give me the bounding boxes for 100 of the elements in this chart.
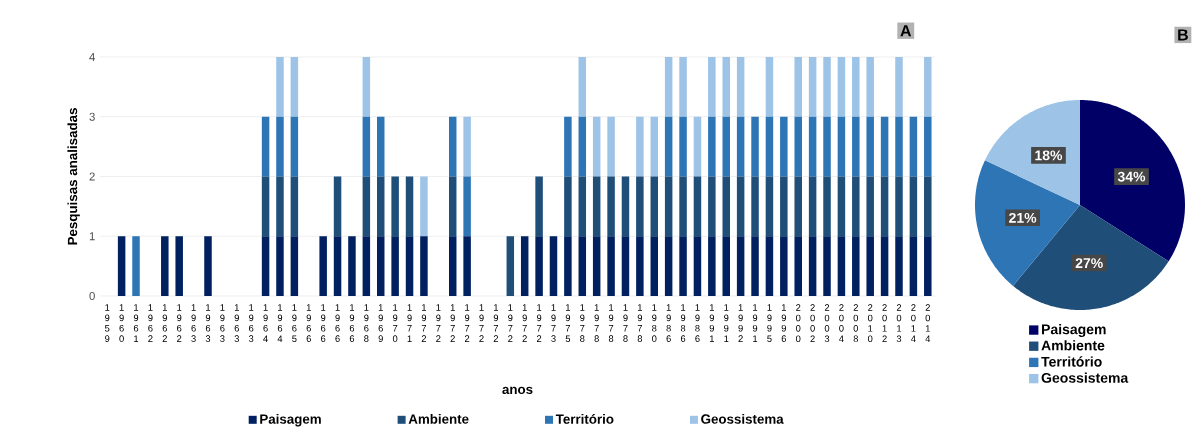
bar: [780, 236, 788, 296]
bar: [276, 176, 284, 237]
bar: [736, 236, 745, 296]
bar: [765, 57, 774, 117]
bar: [290, 57, 299, 117]
x-tick-label: 1978: [580, 304, 585, 342]
bar: [837, 236, 846, 296]
x-tick-label: 1964: [263, 304, 268, 342]
x-axis-title: anos: [502, 386, 533, 395]
bar: [866, 176, 874, 237]
bar: [852, 57, 860, 117]
bar: [895, 176, 903, 237]
bar: [607, 176, 615, 237]
bar: [348, 236, 356, 296]
bar: [722, 57, 730, 117]
x-tick-label: 1986: [680, 304, 686, 342]
x-tick-label: 1972: [493, 304, 499, 342]
bar: [276, 57, 284, 117]
x-tick-label: 1965: [292, 304, 297, 342]
bar: [376, 116, 385, 177]
bar: [650, 176, 659, 237]
bar: [362, 176, 371, 237]
x-tick-label: 1970: [392, 304, 398, 342]
y-tick-label: 4: [89, 53, 95, 61]
x-tick-label: 2014: [911, 304, 916, 342]
bar: [909, 176, 918, 237]
bar: [751, 176, 759, 237]
bar: [852, 176, 860, 237]
bar: [535, 176, 543, 237]
bar: [722, 236, 730, 296]
legend-label: Geossistema: [701, 413, 784, 424]
x-tick-label: 1972: [536, 304, 542, 342]
data-label: 27%: [1075, 258, 1103, 268]
x-tick-label: 1963: [248, 304, 254, 342]
bar: [808, 236, 817, 296]
bar: [751, 236, 759, 296]
bar: [391, 176, 399, 237]
y-tick-label: 1: [89, 232, 95, 241]
x-tick-label: 2008: [853, 304, 859, 343]
legend-label: Território: [1041, 356, 1102, 367]
x-tick-label: 2010: [867, 304, 873, 343]
bar: [837, 57, 846, 117]
bar: [895, 116, 903, 177]
data-label: 18%: [1035, 150, 1063, 161]
bar: [161, 236, 169, 296]
bar: [664, 116, 673, 177]
bar: [679, 236, 687, 296]
bar: [333, 176, 342, 237]
x-tick-label: 1959: [105, 304, 110, 342]
bar: [823, 176, 831, 237]
x-tick-label: 1968: [364, 304, 369, 342]
bar: [621, 236, 630, 296]
bar: [261, 236, 270, 296]
bar: [607, 236, 615, 296]
x-tick-label: 1996: [781, 304, 786, 342]
bar: [448, 116, 457, 177]
x-tick-label: 1972: [464, 304, 470, 342]
bar: [866, 116, 874, 177]
bar: [592, 176, 601, 237]
x-tick-label: 1972: [421, 304, 427, 342]
bar: [564, 176, 572, 237]
bar: [780, 116, 788, 177]
bar: [722, 176, 730, 237]
bar: [564, 116, 572, 177]
bar: [204, 236, 212, 296]
bar: [578, 236, 587, 296]
x-tick-label: 1963: [191, 304, 196, 342]
bar: [895, 236, 903, 296]
legend-label: Paisagem: [260, 413, 321, 427]
bar: [924, 116, 932, 177]
bar: [564, 236, 572, 296]
bar: [664, 236, 673, 296]
bar: [693, 176, 702, 237]
x-tick-label: 1961: [133, 304, 139, 342]
bar: [520, 236, 529, 296]
bar: [650, 116, 659, 177]
bar: [448, 176, 457, 237]
bar: [362, 57, 371, 117]
x-tick-label: 1991: [752, 304, 758, 342]
x-tick-label: 1978: [608, 304, 614, 342]
bar: [261, 116, 270, 177]
bar: [780, 176, 788, 237]
x-tick-label: 1966: [306, 304, 311, 342]
x-tick-label: 1966: [349, 304, 355, 342]
bar: [607, 116, 615, 177]
bar: [693, 116, 702, 177]
bar: [880, 116, 889, 177]
bar: [808, 57, 817, 117]
bar: [376, 236, 385, 296]
y-tick-label: 0: [89, 291, 95, 300]
bar: [420, 176, 428, 237]
x-tick-label: 1964: [277, 304, 283, 342]
x-tick-label: 1972: [479, 304, 484, 342]
x-tick-label: 1960: [119, 304, 124, 342]
legend-label: Geossistema: [1041, 372, 1129, 383]
bar: [823, 57, 831, 117]
x-tick-label: 1991: [709, 304, 714, 342]
bar: [679, 57, 687, 117]
bar: [664, 176, 673, 237]
bar: [808, 176, 817, 237]
